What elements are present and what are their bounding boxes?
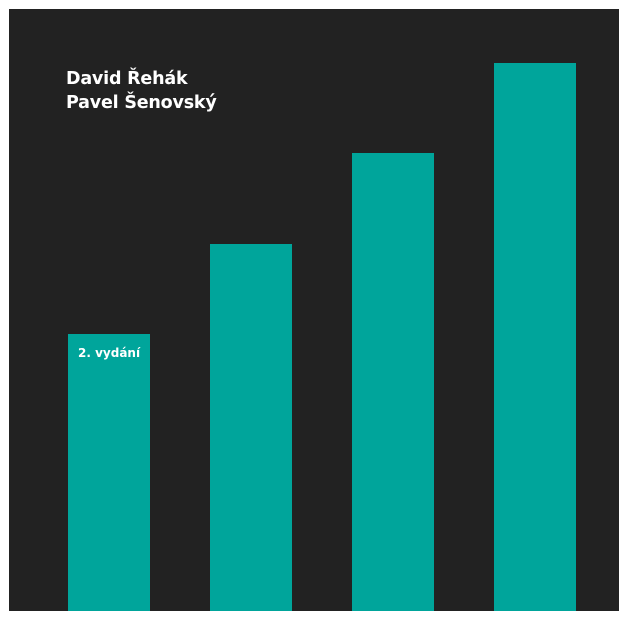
author-name: Pavel Šenovský [66, 93, 217, 113]
author-name: David Řehák [66, 69, 188, 89]
edition-label: 2. vydání [78, 346, 141, 360]
bar-1: 2. vydání [68, 334, 150, 611]
book-cover: David Řehák Pavel Šenovský 2. vydání [9, 9, 619, 611]
bar-2 [210, 244, 292, 611]
bar-3 [352, 153, 434, 611]
bar-4 [494, 63, 576, 611]
authors: David Řehák Pavel Šenovský [66, 67, 217, 115]
